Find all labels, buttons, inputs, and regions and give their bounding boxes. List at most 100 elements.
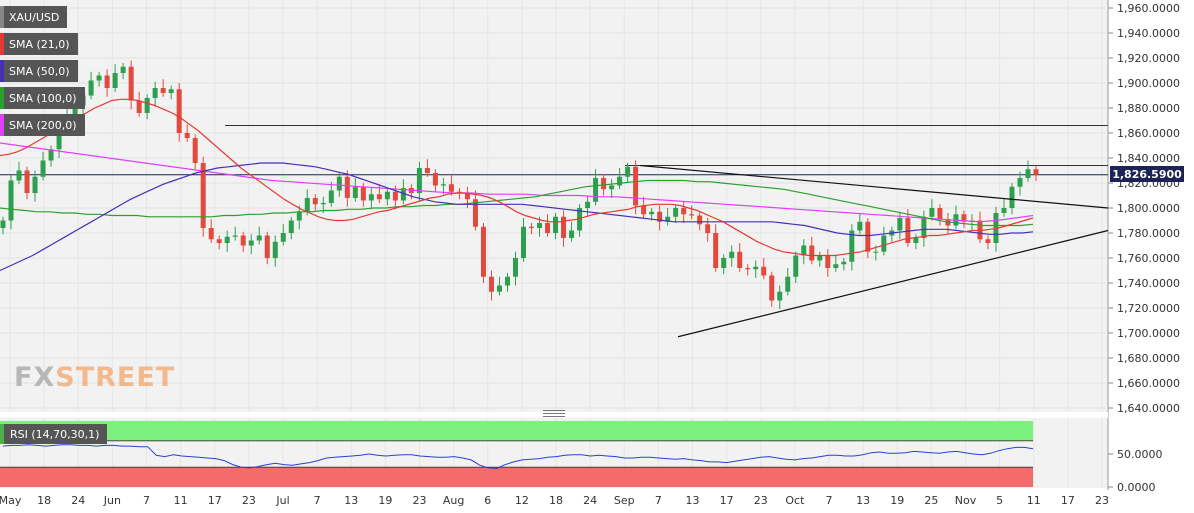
legend-item-sma100[interactable]: SMA (100,0) bbox=[0, 87, 85, 109]
time-tick-label: 13 bbox=[344, 494, 358, 507]
candle-body bbox=[88, 80, 94, 96]
candle-body bbox=[464, 193, 470, 200]
candle-body bbox=[625, 166, 631, 177]
candle-body bbox=[504, 276, 510, 286]
candle-body bbox=[641, 205, 647, 215]
candle-body bbox=[905, 218, 911, 243]
candle-body bbox=[729, 251, 735, 258]
candle-body bbox=[865, 221, 871, 252]
candle-body bbox=[200, 163, 206, 228]
candle-body bbox=[793, 255, 799, 277]
candle-body bbox=[913, 238, 919, 243]
legend-item-sma21[interactable]: SMA (21,0) bbox=[0, 33, 78, 55]
price-tick-label: 1,780.0000 bbox=[1117, 227, 1180, 240]
candle-body bbox=[825, 255, 831, 268]
price-tick-label: 1,900.0000 bbox=[1117, 77, 1180, 90]
candle-body bbox=[160, 88, 166, 93]
candle-body bbox=[921, 216, 927, 238]
candle-body bbox=[737, 251, 743, 268]
candle-body bbox=[240, 235, 246, 246]
candle-body bbox=[360, 186, 366, 201]
time-tick-label: 18 bbox=[549, 494, 563, 507]
candle-body bbox=[368, 194, 374, 201]
legend-item-xauusd[interactable]: XAU/USD bbox=[0, 6, 68, 28]
candle-body bbox=[689, 214, 695, 216]
sma50-line bbox=[0, 162, 1034, 272]
candle-body bbox=[296, 211, 302, 221]
candle-body bbox=[272, 241, 278, 258]
candle-body bbox=[665, 216, 671, 222]
candle-body bbox=[216, 239, 222, 243]
rsi-legend[interactable]: RSI (14,70,30,1) bbox=[0, 424, 108, 444]
candle-body bbox=[480, 226, 486, 277]
candle-body bbox=[264, 235, 270, 258]
candle-body bbox=[56, 125, 62, 150]
candle-body bbox=[761, 266, 767, 276]
candle-body bbox=[1001, 208, 1007, 213]
time-tick-label: Jul bbox=[275, 494, 289, 507]
time-tick-label: 17 bbox=[1061, 494, 1075, 507]
price-tick-label: 1,940.0000 bbox=[1117, 27, 1180, 40]
candle-body bbox=[857, 221, 863, 231]
candle-body bbox=[112, 73, 118, 88]
time-tick-label: 24 bbox=[583, 494, 597, 507]
price-tick-label: 1,640.0000 bbox=[1117, 402, 1180, 415]
time-tick-label: Aug bbox=[443, 494, 464, 507]
candle-body bbox=[184, 133, 190, 138]
candle-body bbox=[40, 160, 46, 177]
time-tick-label: Oct bbox=[785, 494, 805, 507]
price-tick-label: 1,660.0000 bbox=[1117, 377, 1180, 390]
sma100-line bbox=[0, 179, 1034, 227]
descending-trendline bbox=[639, 164, 1109, 209]
candle-body bbox=[232, 235, 238, 237]
candle-body bbox=[72, 105, 78, 116]
candle-body bbox=[521, 226, 527, 258]
legend-item-sma200[interactable]: SMA (200,0) bbox=[0, 114, 85, 136]
time-tick-label: May bbox=[0, 494, 22, 507]
pane-resize-handle[interactable] bbox=[543, 410, 565, 417]
candle-body bbox=[561, 216, 567, 238]
candle-body bbox=[713, 233, 719, 268]
candle-body bbox=[456, 191, 462, 193]
price-tick-label: 1,740.0000 bbox=[1117, 277, 1180, 290]
axis-bg bbox=[1108, 0, 1194, 513]
candle-body bbox=[817, 255, 823, 261]
candle-body bbox=[176, 89, 182, 133]
time-tick-label: 17 bbox=[208, 494, 222, 507]
time-tick-label: Sep bbox=[614, 494, 635, 507]
time-tick-label: 23 bbox=[242, 494, 256, 507]
candle-body bbox=[192, 138, 198, 163]
candle-body bbox=[512, 258, 518, 277]
candle-body bbox=[336, 176, 342, 191]
candle-body bbox=[472, 199, 478, 227]
candle-body bbox=[24, 170, 30, 193]
time-tick-label: 11 bbox=[174, 494, 188, 507]
main-pane-bg bbox=[0, 0, 1108, 412]
rsi-tick-label: 50.0000 bbox=[1117, 448, 1163, 461]
time-tick-label: 7 bbox=[655, 494, 662, 507]
time-tick-label: 6 bbox=[484, 494, 491, 507]
legend-item-sma50[interactable]: SMA (50,0) bbox=[0, 60, 78, 82]
candle-body bbox=[432, 173, 438, 186]
candle-body bbox=[529, 226, 535, 228]
price-tick-label: 1,760.0000 bbox=[1117, 252, 1180, 265]
candle-body bbox=[977, 220, 983, 240]
candle-body bbox=[601, 178, 607, 190]
time-tick-label: 23 bbox=[1095, 494, 1109, 507]
candle-body bbox=[681, 208, 687, 215]
price-tick-label: 1,840.0000 bbox=[1117, 152, 1180, 165]
candle-body bbox=[841, 261, 847, 265]
price-tick-label: 1,880.0000 bbox=[1117, 102, 1180, 115]
rsi-overbought-zone bbox=[0, 421, 1033, 441]
time-tick-label: 24 bbox=[71, 494, 85, 507]
candle-body bbox=[705, 224, 711, 233]
rsi-oversold-zone bbox=[0, 467, 1033, 487]
candle-body bbox=[1009, 186, 1015, 208]
candle-body bbox=[673, 208, 679, 217]
candle-body bbox=[833, 264, 839, 268]
candle-body bbox=[344, 176, 350, 198]
candle-body bbox=[961, 214, 967, 222]
fxstreet-logo: FXSTREET bbox=[14, 362, 175, 393]
candle-body bbox=[1017, 178, 1023, 187]
